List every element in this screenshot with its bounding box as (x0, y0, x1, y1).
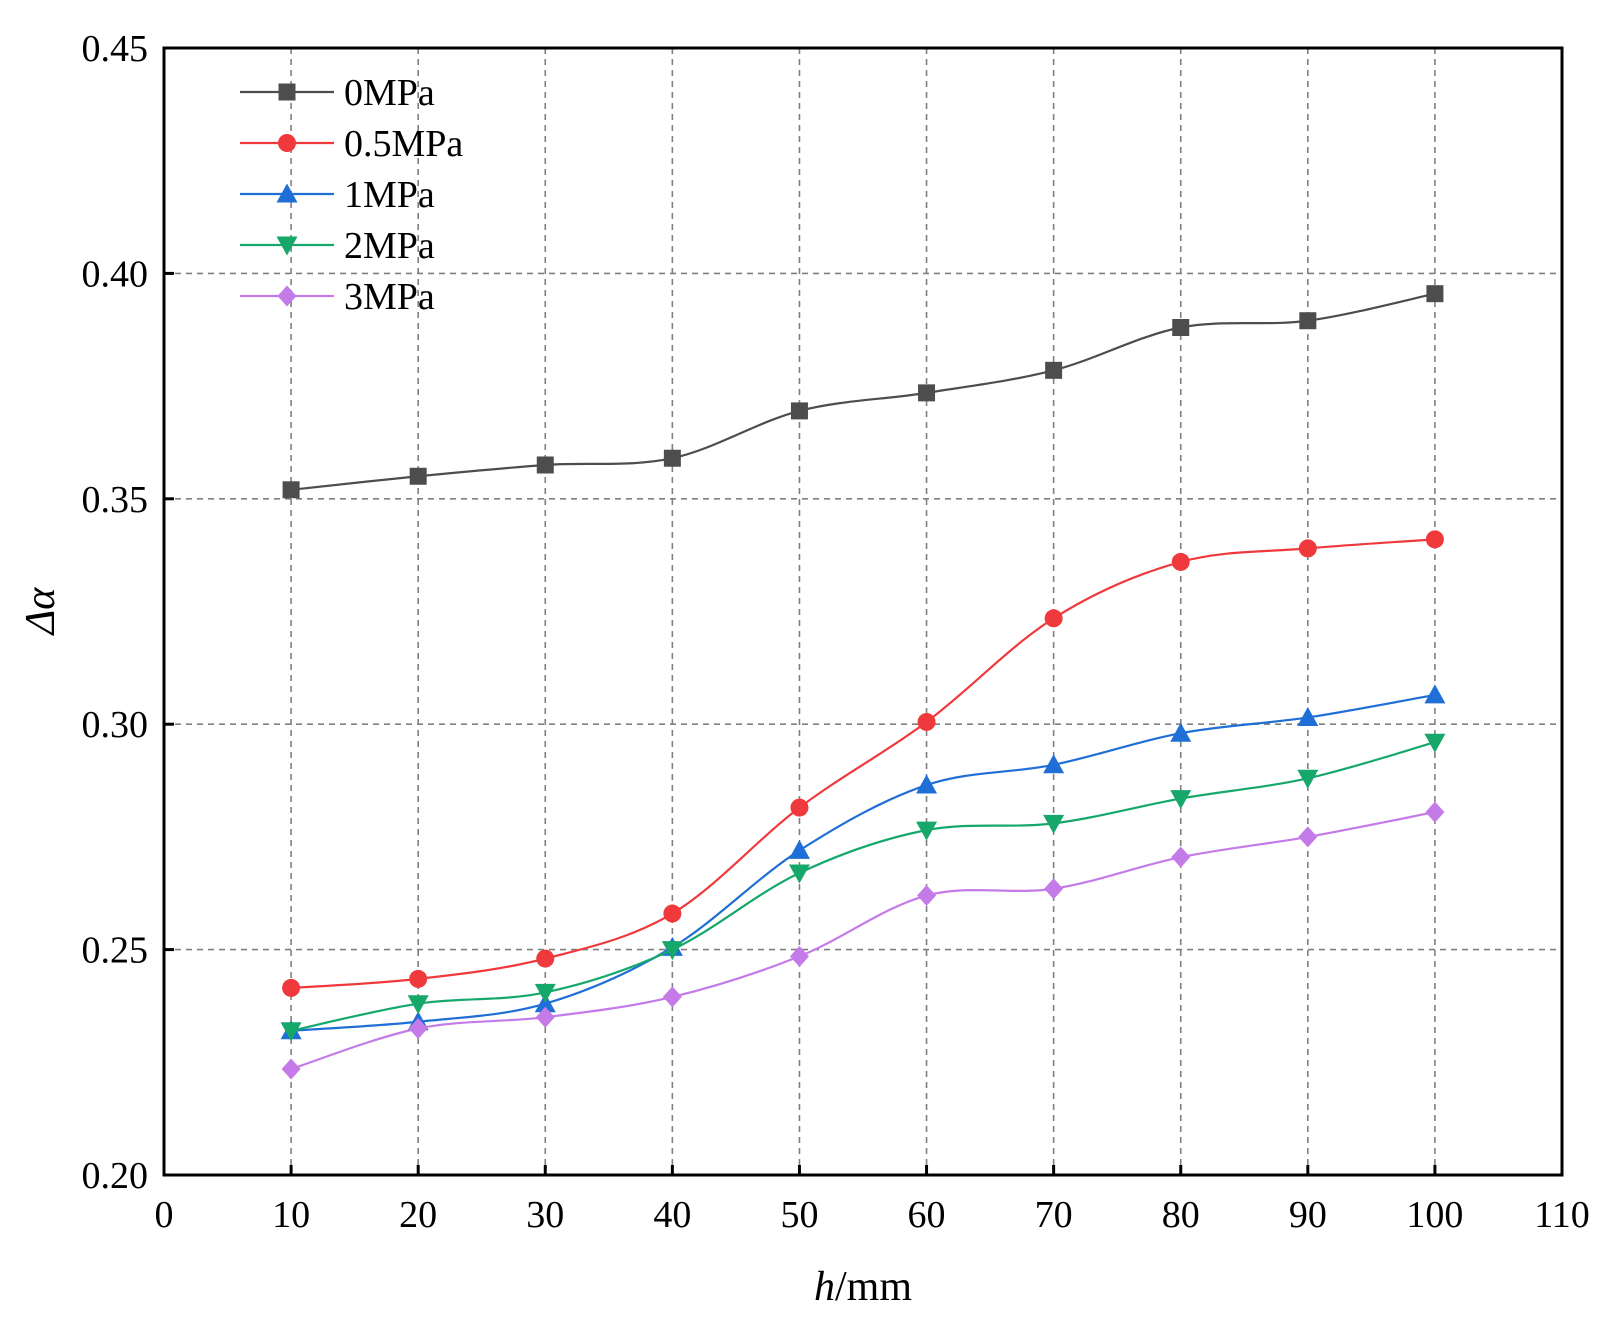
data-point (663, 904, 682, 923)
legend-label: 1MPa (344, 174, 435, 216)
y-tick-label: 0.40 (82, 253, 149, 295)
data-point (536, 456, 554, 474)
data-point (916, 774, 938, 794)
data-point (1298, 539, 1317, 558)
data-point (918, 384, 936, 402)
y-tick-label: 0.25 (82, 930, 149, 972)
x-tick-label: 110 (1534, 1194, 1590, 1236)
x-tick-label: 90 (1289, 1194, 1327, 1236)
series-line (290, 292, 1436, 491)
data-point (916, 821, 938, 841)
data-point (1043, 814, 1065, 834)
data-point (1298, 826, 1318, 848)
data-point (788, 839, 810, 859)
series-line (291, 693, 1436, 1032)
data-point (1043, 754, 1065, 774)
data-point (1171, 846, 1191, 868)
data-point (409, 969, 428, 988)
data-point (917, 885, 937, 907)
data-point (1426, 285, 1444, 303)
x-tick-label: 0 (155, 1194, 174, 1236)
legend-label: 0MPa (344, 72, 435, 114)
data-point (661, 941, 683, 961)
data-point (282, 481, 300, 499)
series-3MPa (281, 801, 1445, 1080)
data-point (1297, 769, 1319, 789)
data-point (789, 945, 809, 967)
x-axis-title: h/mm (814, 1264, 912, 1310)
y-tick-label: 0.35 (82, 479, 149, 521)
legend-marker (276, 183, 298, 203)
x-tick-label: 10 (272, 1194, 310, 1236)
data-point (408, 1017, 428, 1039)
x-tick-label: 100 (1406, 1194, 1463, 1236)
data-point (662, 986, 682, 1008)
data-point (536, 949, 555, 968)
data-point (790, 402, 808, 420)
data-point (280, 1022, 302, 1042)
y-tick-label: 0.20 (82, 1155, 149, 1197)
x-tick-label: 30 (526, 1194, 564, 1236)
data-point (1424, 684, 1446, 704)
series-line (290, 741, 1436, 1032)
x-tick-label: 50 (780, 1194, 818, 1236)
data-point (790, 798, 809, 817)
legend-item: 2MPa (240, 225, 435, 267)
legend-item: 1MPa (240, 174, 435, 216)
data-point (917, 712, 936, 731)
series-0.5MPa (282, 530, 1444, 997)
data-point (407, 995, 429, 1015)
data-point (1425, 801, 1445, 823)
legend-item: 0.5MPa (240, 123, 463, 165)
series-layer (280, 285, 1446, 1080)
y-axis-title: Δα (18, 587, 64, 637)
axis-ticks: 0 10 20 30 40 50 60 70 80 90 100 110 0.20 0.25 0.30 0.3… (82, 28, 1590, 1236)
data-point (1045, 361, 1063, 379)
data-point (409, 467, 427, 485)
legend-marker (278, 83, 296, 101)
data-point (282, 978, 301, 997)
legend: 0MPa 0.5MPa 1MPa 2MPa 3MPa (240, 72, 463, 318)
data-point (1425, 530, 1444, 549)
data-point (1171, 552, 1190, 571)
x-tick-label: 80 (1162, 1194, 1200, 1236)
data-point (1044, 878, 1064, 900)
data-point (1170, 722, 1192, 742)
data-point (663, 449, 681, 467)
data-point (534, 983, 556, 1003)
data-point (535, 1006, 555, 1028)
data-point (1299, 312, 1317, 330)
data-point (1172, 318, 1190, 336)
data-point (788, 864, 810, 884)
legend-label: 3MPa (344, 276, 435, 318)
x-tick-label: 20 (399, 1194, 437, 1236)
legend-item: 3MPa (240, 276, 435, 318)
data-point (1044, 609, 1063, 628)
data-point (1170, 790, 1192, 810)
x-tick-label: 40 (653, 1194, 691, 1236)
grid (164, 48, 1562, 1175)
data-point (281, 1058, 301, 1080)
y-tick-label: 0.30 (82, 704, 149, 746)
series-1MPa (280, 684, 1446, 1040)
series-2MPa (280, 733, 1446, 1042)
legend-marker (278, 134, 296, 152)
legend-marker (277, 285, 297, 307)
legend-item: 0MPa (240, 72, 435, 114)
x-tick-label: 70 (1035, 1194, 1073, 1236)
series-line (290, 811, 1436, 1071)
series-line (291, 538, 1435, 990)
legend-label: 0.5MPa (344, 123, 463, 165)
series-0MPa (282, 285, 1444, 499)
data-point (1424, 733, 1446, 753)
plot-frame (162, 46, 1564, 1177)
y-tick-label: 0.45 (82, 28, 149, 70)
legend-marker (276, 236, 298, 256)
data-point (1297, 706, 1319, 726)
x-tick-label: 60 (908, 1194, 946, 1236)
legend-label: 2MPa (344, 225, 435, 267)
